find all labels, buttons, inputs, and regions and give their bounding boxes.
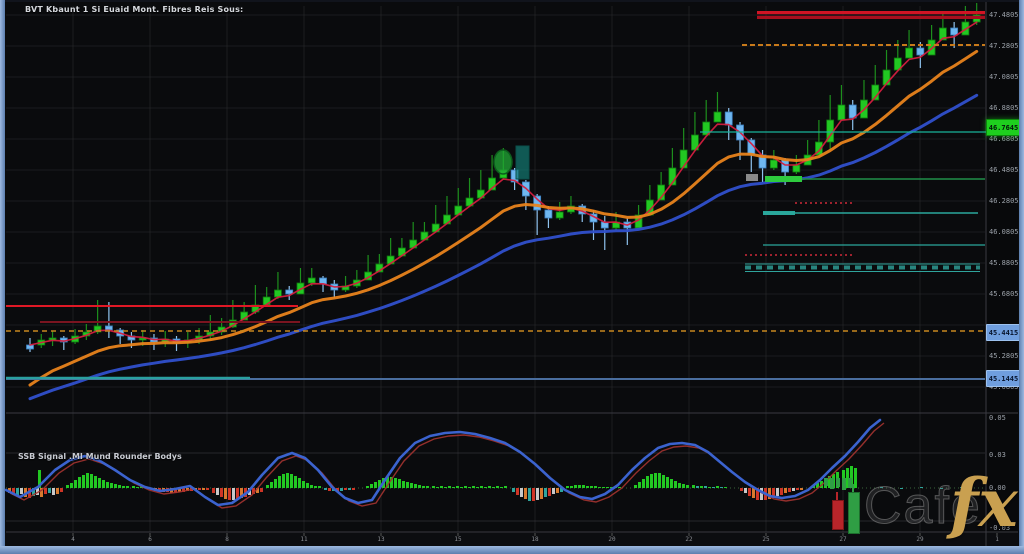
window-border-top bbox=[0, 0, 1024, 2]
window-border-right bbox=[1019, 0, 1024, 554]
chart-title: BVT Kbaunt 1 Si Euaid Mont. Fibres Reis … bbox=[25, 5, 244, 14]
window-border-bottom bbox=[0, 546, 1024, 554]
window-border-left bbox=[0, 0, 5, 554]
indicator-label: SSB Signal .MI Mund Rounder Bodys bbox=[18, 452, 182, 461]
